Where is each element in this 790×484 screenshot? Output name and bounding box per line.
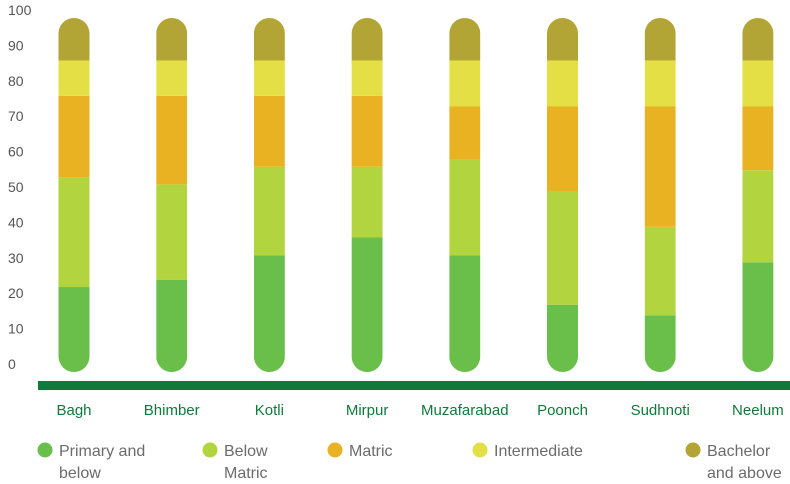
bar-segment [449,255,481,372]
bar-segment [547,304,578,372]
bar-segment [644,18,676,61]
bar-segment [742,60,774,107]
legend: Primary and below Below Matric Matric Interme… [37,442,782,482]
legend-label: Matric [349,443,393,460]
x-axis-labels: Bagh Bhimber Kotli Mirpur Muzafarabad Poonch S… [56,402,783,419]
y-tick-label: 0 [8,356,16,372]
bar-segment [351,60,383,96]
bar-segment [156,279,188,372]
bar-group [58,18,90,372]
legend-swatch [327,442,343,458]
bar-segment [351,237,383,372]
bar-group [156,18,188,372]
x-tick-label: Poonch [537,402,588,419]
legend-label: Bachelor [707,443,771,460]
legend-item: Bachelor and above [685,442,782,482]
bar-segment [58,95,90,178]
x-tick-label: Muzafarabad [421,402,509,419]
bar-segment [644,106,676,227]
legend-swatch [37,442,53,458]
y-tick-label: 100 [8,2,32,18]
bar-group [449,18,481,372]
bar-segment [253,18,285,61]
x-tick-label: Neelum [732,402,784,419]
legend-item: Intermediate [472,442,583,460]
bar-segment [156,60,188,96]
bar-segment [644,315,676,372]
bar-group [644,18,676,372]
x-tick-label: Sudhnoti [631,402,690,419]
bar-segment [253,60,285,96]
bar-segment [58,177,90,288]
x-tick-label: Mirpur [346,402,389,419]
legend-label: Below [224,443,268,460]
legend-item: Primary and below [37,442,145,482]
y-tick-label: 10 [8,321,24,337]
legend-label-line2: Matric [224,465,268,482]
bar-segment [156,184,188,280]
bar-segment [547,191,578,305]
x-axis-line [38,381,790,390]
legend-item: Below Matric [202,442,268,482]
bar-group [547,18,578,372]
x-tick-label: Kotli [255,402,284,419]
y-tick-label: 20 [8,285,24,301]
bar-segment [58,287,90,372]
y-tick-label: 30 [8,250,24,266]
bars [58,18,774,372]
bar-segment [547,106,578,192]
bar-segment [742,18,774,61]
bar-segment [58,60,90,96]
bar-segment [547,18,578,61]
y-tick-label: 40 [8,214,24,230]
bar-segment [156,18,188,61]
y-tick-label: 70 [8,108,24,124]
y-tick-label: 80 [8,73,24,89]
legend-swatch [472,442,488,458]
legend-label: Primary and [59,443,145,460]
legend-swatch [685,442,701,458]
bar-segment [742,262,774,372]
bar-segment [742,170,774,263]
bar-segment [253,166,285,256]
bar-segment [449,159,481,256]
y-tick-label: 90 [8,37,24,53]
bar-segment [351,166,383,238]
bar-segment [742,106,774,171]
x-tick-label: Bhimber [144,402,200,419]
y-axis: 0 10 20 30 40 50 60 70 80 90 100 [8,2,32,372]
legend-label-line2: and above [707,465,782,482]
legend-label: Intermediate [494,443,583,460]
bar-segment [449,60,481,107]
legend-swatch [202,442,218,458]
x-tick-label: Bagh [56,402,91,419]
legend-label-line2: below [59,465,101,482]
bar-segment [253,95,285,167]
y-tick-label: 50 [8,179,24,195]
bar-segment [547,60,578,107]
bar-segment [58,18,90,61]
bar-segment [253,255,285,372]
bar-group [742,18,774,372]
bar-segment [449,18,481,61]
bar-group [253,18,285,372]
bar-segment [351,95,383,167]
bar-group [351,18,383,372]
bar-segment [156,95,188,185]
bar-segment [644,226,676,316]
y-tick-label: 60 [8,144,24,160]
bar-segment [644,60,676,107]
bar-segment [351,18,383,61]
bar-segment [449,106,481,160]
legend-item: Matric [327,442,393,460]
